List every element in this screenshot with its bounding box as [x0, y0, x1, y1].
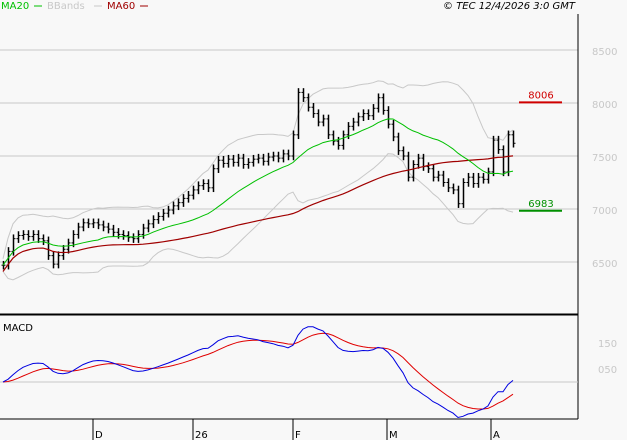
macd-signal-line: [2, 332, 514, 410]
y-tick-label: 6500: [592, 259, 617, 270]
macd-tick-label: 050: [598, 365, 617, 376]
x-tick-label: F: [295, 430, 301, 440]
macd-line: [2, 326, 514, 419]
x-tick-label: D: [95, 430, 103, 440]
ma60-line: [2, 155, 514, 272]
level-label: 6983: [528, 199, 553, 210]
bband-lower: [2, 153, 514, 281]
legend-ma60: MA60: [107, 1, 135, 12]
x-tick-label: 26: [195, 430, 208, 440]
copyright: © TEC 12/4/2026 3:0 GMT: [443, 1, 576, 12]
legend-ma20: MA20: [1, 1, 29, 12]
y-tick-label: 7500: [592, 153, 617, 164]
y-tick-label: 8000: [592, 100, 617, 111]
level-label: 8006: [528, 90, 553, 101]
y-tick-label: 8500: [592, 47, 617, 58]
macd-title: MACD: [3, 323, 33, 334]
legend-bbands: BBands: [47, 1, 85, 12]
macd-tick-label: 150: [598, 339, 617, 350]
bband-upper: [2, 80, 514, 259]
x-tick-label: M: [389, 430, 398, 440]
x-tick-label: A: [493, 430, 500, 440]
ma20-line: [2, 118, 514, 266]
y-tick-label: 7000: [592, 206, 617, 217]
